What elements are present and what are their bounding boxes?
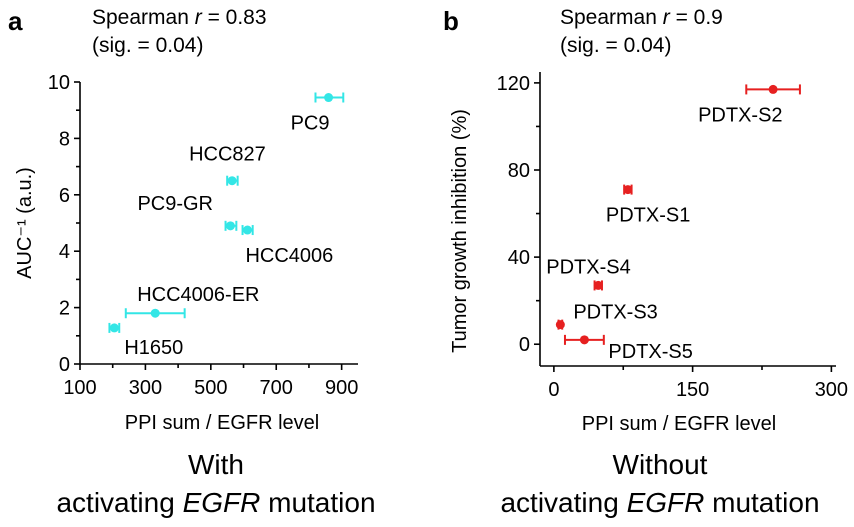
data-point <box>109 323 119 333</box>
panel-b-x-tick-label: 0 <box>548 379 559 401</box>
panel-a-y-tick-label: 10 <box>48 72 70 94</box>
data-point <box>555 320 565 330</box>
panel-a-point-pc9: PC9 <box>291 92 345 135</box>
panel-b: b Spearman r = 0.9 (sig. = 0.04) 0 150 300… <box>443 6 848 518</box>
panel-b-caption-pre: activating <box>500 487 626 518</box>
panel-a-point-h1650: H1650 <box>108 322 183 359</box>
point-label: HCC4006 <box>245 245 333 267</box>
data-point <box>579 335 589 345</box>
panel-b-point-pdtx-s2: PDTX-S2 <box>698 84 801 126</box>
panel-b-point-pdtx-s4: PDTX-S4 <box>546 256 631 291</box>
panel-b-x-tick-label: 150 <box>676 379 709 401</box>
panel-b-y-tick-label: 120 <box>497 73 530 95</box>
panel-b-point-pdtx-s3: PDTX-S3 <box>555 302 658 330</box>
panel-a-spearman-value: = 0.83 <box>202 6 267 29</box>
panel-a-x-tick-label: 300 <box>129 377 162 399</box>
panel-a-y-axis-label: AUC⁻¹ (a.u.) <box>14 167 36 279</box>
data-point <box>768 84 778 94</box>
panel-b-spearman-r: r <box>663 6 671 29</box>
panel-a-x-tick-label: 700 <box>260 377 293 399</box>
panel-b-y-axis-label: Tumor growth inhibition (%) <box>449 109 471 353</box>
panel-b-y-tick-label: 0 <box>519 334 530 356</box>
panel-a-x-tick-label: 900 <box>325 377 358 399</box>
panel-b-x-axis-label: PPI sum / EGFR level <box>582 413 777 435</box>
panel-a-spearman-r: r <box>195 6 203 29</box>
panel-b-spearman: Spearman r = 0.9 <box>560 6 723 29</box>
panel-b-point-pdtx-s5: PDTX-S5 <box>563 334 693 363</box>
panel-a-y-tick-label: 0 <box>59 354 70 376</box>
data-point <box>593 280 603 290</box>
panel-a-caption-pre: activating <box>56 487 182 518</box>
panel-b-caption-post: mutation <box>704 487 819 518</box>
panel-b-y-tick-label: 80 <box>508 160 530 182</box>
panel-a-x-tick-label: 500 <box>194 377 227 399</box>
panel-a: a Spearman r = 0.83 (sig. = 0.04) 100 300… <box>8 6 376 518</box>
panel-a-point-hcc4006: HCC4006 <box>241 225 333 267</box>
panel-b-spearman-prefix: Spearman <box>560 6 663 29</box>
panel-a-spearman: Spearman r = 0.83 <box>92 6 267 29</box>
panel-a-points: PC9 HCC827 PC9-GR HCC4006 HCC4006-ER H1650 <box>108 92 345 359</box>
panel-a-caption-post: mutation <box>260 487 375 518</box>
panel-b-ticks: 0 150 300 0 40 80 120 <box>497 73 848 401</box>
panel-b-spearman-value: = 0.9 <box>670 6 723 29</box>
panel-a-y-tick-label: 2 <box>59 298 70 320</box>
panel-a-point-hcc4006-er: HCC4006-ER <box>124 284 259 319</box>
point-label: PC9-GR <box>137 193 213 215</box>
point-label: PDTX-S2 <box>698 104 782 126</box>
panel-b-x-tick-label: 300 <box>815 379 848 401</box>
data-point <box>227 176 237 186</box>
point-label: HCC827 <box>189 144 266 166</box>
point-label: H1650 <box>124 337 183 359</box>
panel-b-point-pdtx-s1: PDTX-S1 <box>606 184 690 227</box>
panel-a-spearman-prefix: Spearman <box>92 6 195 29</box>
panel-a-y-tick-label: 8 <box>59 128 70 150</box>
point-label: PDTX-S5 <box>608 341 692 363</box>
panel-a-letter: a <box>8 6 23 36</box>
point-label: PC9 <box>291 113 330 135</box>
point-label: HCC4006-ER <box>137 284 259 306</box>
panel-b-caption-line2: activating EGFR mutation <box>500 487 819 518</box>
point-label: PDTX-S4 <box>546 256 630 278</box>
panel-a-caption-gene: EGFR <box>183 487 261 518</box>
panel-a-ticks: 100 300 500 700 900 0 2 4 6 8 10 <box>48 72 359 399</box>
panel-b-points: PDTX-S2 PDTX-S1 PDTX-S4 PDTX-S3 PDTX-S5 <box>546 84 801 363</box>
panel-b-caption-line1: Without <box>613 449 708 480</box>
data-point <box>324 93 334 103</box>
data-point <box>623 185 633 195</box>
point-label: PDTX-S3 <box>573 302 657 324</box>
panel-a-caption-line2: activating EGFR mutation <box>56 487 375 518</box>
panel-a-point-hcc827: HCC827 <box>189 144 266 186</box>
data-point <box>242 225 252 235</box>
panel-b-caption-gene: EGFR <box>627 487 705 518</box>
panel-b-y-tick-label: 40 <box>508 247 530 269</box>
panel-a-significance: (sig. = 0.04) <box>92 34 203 57</box>
panel-a-point-pc9-gr: PC9-GR <box>137 193 238 231</box>
point-label: PDTX-S1 <box>606 205 690 227</box>
panel-a-caption-line1: With <box>188 449 244 480</box>
panel-b-significance: (sig. = 0.04) <box>560 34 671 57</box>
panel-a-x-tick-label: 100 <box>63 377 96 399</box>
panel-a-x-axis-label: PPI sum / EGFR level <box>125 412 320 434</box>
data-point <box>150 308 160 318</box>
panel-a-y-tick-label: 4 <box>59 241 70 263</box>
data-point <box>225 221 235 231</box>
panel-b-letter: b <box>443 6 459 36</box>
panel-a-y-tick-label: 6 <box>59 185 70 207</box>
